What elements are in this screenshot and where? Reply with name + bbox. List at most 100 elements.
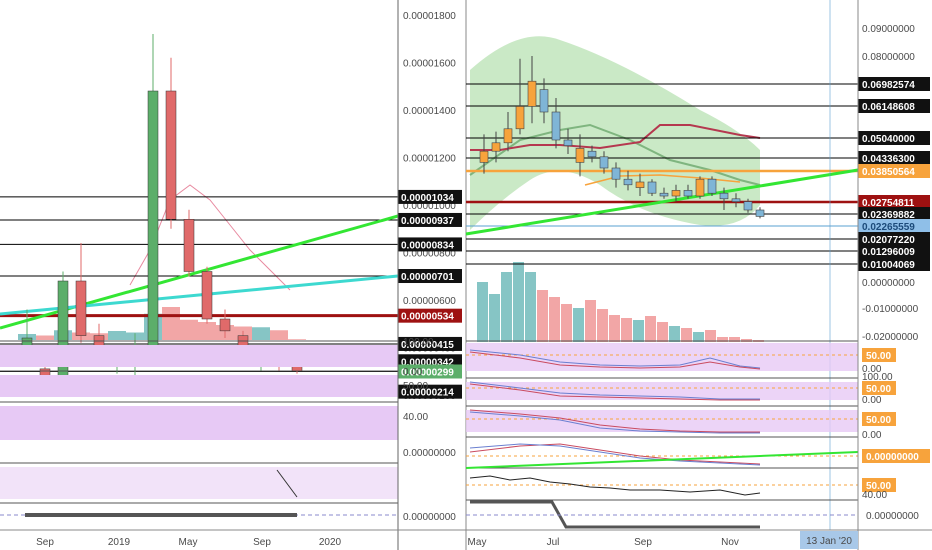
right-candle-body-12 [623,178,633,186]
left-indicator-label-2: 50.00 [403,381,428,392]
right-volume-bar-16 [669,326,680,342]
right-volume-bar-7 [561,304,572,342]
right-volume-bar-18 [693,332,704,342]
right-volume-bar-3 [513,262,524,342]
right-volume-bar-8 [573,308,584,342]
right-trendline-green[interactable] [465,168,859,236]
left-level-tag-4 [398,308,462,323]
left-level-tag-5 [398,336,462,351]
right-indicator-tag-1 [862,381,896,395]
right-indicator-tag-4 [862,478,896,492]
left-level-label-3: 0.00000701 [401,272,454,283]
right-volume-bar-12 [621,318,632,342]
right-candle-body-10 [599,156,609,169]
left-volume-bar-9 [180,319,198,340]
left-volume-bar-14 [270,330,288,340]
left-volume-bar-10 [198,322,216,340]
left-level-label-6: 0.00000342 [401,357,454,368]
right-candle-body-22 [743,201,753,211]
right-indicator-tick-1: 100.00 [862,372,893,383]
right-candle-body-16 [671,190,681,197]
left-price-tick-3: 0.00001200 [403,154,456,165]
right-level-tag-1 [858,99,930,113]
right-wma-line [470,124,761,151]
right-price-tick-4: -0.01000000 [862,304,919,315]
left-level-label-4: 0.00000534 [401,312,454,323]
right-candle-body-2 [503,128,513,144]
right-indicator-tick-2: 0.00 [862,395,882,406]
right-candle-body-18 [695,178,705,197]
left-candle-body-11 [219,318,231,332]
left-level-label-5: 0.00000415 [401,340,454,351]
right-level-tag-4 [858,164,930,178]
right-indicator-label-2: 50.00 [866,415,891,426]
right-indicator-panes [465,340,859,529]
right-time-label-2: Sep [634,537,652,548]
right-volume-bar-13 [633,320,644,342]
right-volume-bar-1 [489,294,500,342]
right-level-tag-8 [858,232,930,246]
right-indicator-tag-3 [862,449,930,463]
right-candle-body-14 [647,181,657,194]
right-level-label-1: 0.06148608 [862,102,915,113]
left-level-tag-3 [398,269,462,284]
right-volume-bar-15 [657,322,668,342]
right-candle-body-4 [527,80,537,107]
right-indicator-label-5: 0.00000000 [866,511,919,522]
right-level-label-9: 0.01296009 [862,247,915,258]
right-volume-bar-10 [597,309,608,342]
left-level-tag-2 [398,237,462,252]
left-level-label-1: 0.00000937 [401,216,454,227]
right-level-label-8: 0.02077220 [862,235,915,246]
right-candle-body-6 [551,111,561,141]
right-volume-bar-5 [537,290,548,342]
right-volume-bar-21 [729,337,740,342]
right-level-tag-0 [858,77,930,91]
right-level-label-5: 0.02754811 [862,198,915,209]
right-time-label-0: May [468,537,487,548]
left-level-label-7: 0.00000299 [401,367,454,378]
right-level-label-0: 0.06982574 [862,80,915,91]
left-level-label-8: 0.00000214 [401,388,454,399]
left-volume-bar-13 [252,327,270,340]
right-indicator-label-0: 50.00 [866,351,891,362]
right-level-tag-7 [858,219,930,233]
date-marker-label: 13 Jan '20 [800,531,858,549]
right-volume-bar-4 [525,272,536,342]
right-volume-bar-6 [549,297,560,342]
right-level-tag-9 [858,244,930,258]
right-level-tag-5 [858,195,930,209]
left-level-tag-0 [398,189,462,204]
right-level-label-3: 0.04336300 [862,154,915,165]
left-level-tag-1 [398,212,462,227]
right-candle-body-21 [731,198,741,202]
left-indicator-label-3: 40.00 [403,412,428,423]
right-candle-body-19 [707,178,717,194]
left-volume-bar-1 [36,335,54,340]
right-level-tag-3 [858,151,930,165]
right-volume-bar-9 [585,300,596,342]
right-sma-line [469,123,761,186]
left-level-tag-7 [398,364,462,379]
right-candle-body-11 [611,167,621,180]
right-candle-body-17 [683,190,693,197]
left-price-tick-4: 0.00001000 [403,201,456,212]
right-candle-body-1 [491,142,501,152]
left-price-pane[interactable] [0,34,399,393]
left-time-label-1: 2019 [108,537,131,548]
left-candle-body-9 [183,219,195,272]
right-candle-body-5 [539,89,549,113]
left-price-tick-6: 0.00000600 [403,296,456,307]
left-candle-body-10 [201,271,213,320]
left-candle-body-7 [147,90,159,358]
left-indicator-label-1: 0.00 [403,367,423,378]
right-candle-body-23 [755,209,765,217]
right-candle-body-15 [659,192,669,197]
left-time-label-4: 2020 [319,537,342,548]
right-candle-body-3 [515,106,525,130]
left-volume-bar-8 [162,307,180,340]
right-price-tick-1: 0.08000000 [862,52,915,63]
left-indicator-label-4: 0.00000000 [403,448,456,459]
right-price-pane[interactable] [465,0,859,530]
